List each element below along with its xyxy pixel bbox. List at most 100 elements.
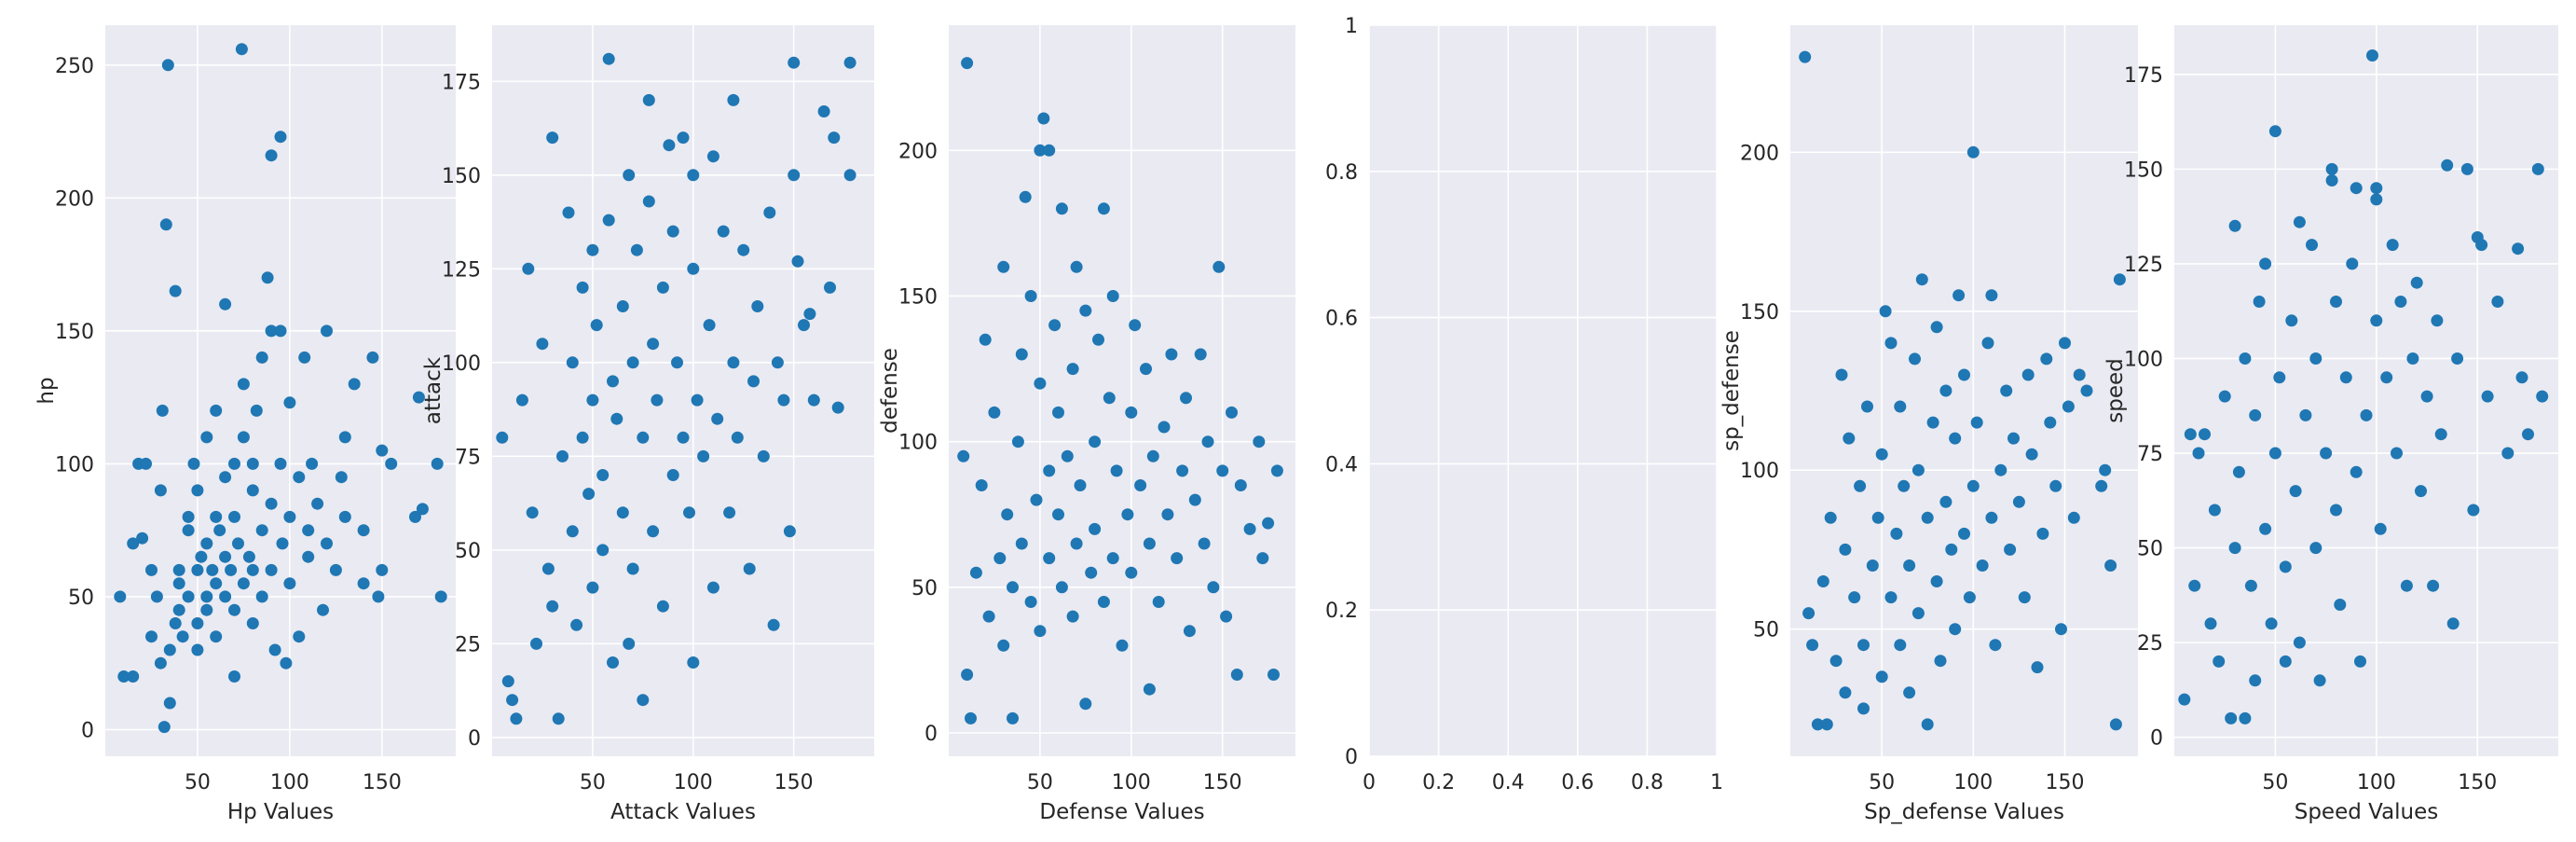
scatter-point (1052, 406, 1064, 419)
scatter-point (1140, 363, 1152, 376)
scatter-point (522, 262, 535, 275)
subplot-3: 50 100 150 0 50 100 150 200 Defense Values defens… (878, 25, 1295, 824)
scatter-point (293, 630, 306, 643)
scatter-point (191, 563, 204, 576)
scatter-point (1985, 511, 1998, 524)
scatter-point (2406, 352, 2419, 365)
scatter-point (1839, 686, 1852, 699)
scatter-point (1871, 511, 1884, 524)
scatter-point (1061, 449, 1074, 462)
scatter-point (338, 510, 351, 523)
scatter-point (1146, 449, 1159, 462)
scatter-point (2018, 591, 2031, 604)
scatter-point (172, 563, 185, 576)
scatter-point (1811, 718, 1824, 731)
scatter-point (2475, 239, 2488, 252)
scatter-point (817, 105, 830, 117)
scatter-point (1911, 463, 1925, 476)
scatter-point (687, 262, 700, 275)
scatter-point (2325, 162, 2338, 175)
scatter-point (2431, 314, 2444, 327)
scatter-point (767, 618, 780, 631)
scatter-point (213, 524, 226, 537)
scatter-point (1861, 400, 1873, 413)
y-tick-label: 50 (2137, 538, 2163, 561)
scatter-point (2410, 276, 2423, 289)
scatter-point (1994, 463, 2007, 476)
scatter-point (2293, 215, 2306, 228)
scatter-point (357, 577, 370, 590)
x-tick-label: 50 (1869, 771, 1895, 794)
scatter-point (798, 319, 810, 332)
scatter-point (1055, 581, 1068, 594)
scatter-point (1911, 607, 1925, 620)
scatter-point (140, 457, 152, 470)
scatter-point (1066, 610, 1079, 623)
scatter-point (530, 637, 542, 650)
subplot-1: 50 100 150 0 50 100 150 200 250 Hp Values hp (34, 25, 456, 824)
y-tick-label: 200 (898, 140, 938, 163)
scatter-point (1220, 610, 1233, 623)
y-tick-label: 150 (55, 321, 94, 344)
scatter-point (191, 484, 204, 497)
y-axis-label: speed (2103, 358, 2128, 422)
scatter-point (1226, 406, 1238, 419)
scatter-point (2031, 661, 2044, 674)
scatter-point (169, 284, 182, 297)
scatter-point (2334, 599, 2347, 611)
scatter-point (2268, 125, 2281, 138)
scatter-point (1043, 464, 1056, 477)
scatter-point (2099, 463, 2112, 476)
scatter-point (1848, 591, 1861, 604)
scatter-point (1129, 319, 1142, 332)
scatter-point (2004, 543, 2017, 556)
x-tick-label: 150 (363, 771, 402, 794)
scatter-point (2400, 579, 2413, 592)
scatter-point (2208, 504, 2221, 517)
scatter-point (416, 503, 429, 516)
scatter-point (637, 694, 650, 707)
scatter-point (743, 562, 756, 575)
x-axis-label: Hp Values (227, 800, 334, 824)
scatter-point (1103, 392, 1116, 405)
scatter-point (1034, 625, 1047, 638)
scatter-point (1213, 260, 1226, 273)
scatter-point (1216, 464, 1229, 477)
scatter-point (706, 150, 719, 163)
scatter-point (210, 510, 223, 523)
x-tick-label: 100 (2357, 771, 2396, 794)
y-tick-label: 75 (2137, 443, 2163, 466)
y-tick-label: 250 (55, 55, 94, 78)
scatter-point (1835, 368, 1848, 381)
scatter-point (1176, 464, 1189, 477)
scatter-point (2067, 511, 2080, 524)
scatter-point (1857, 702, 1870, 715)
scatter-point (302, 524, 315, 537)
scatter-point (2370, 314, 2383, 327)
scatter-point (182, 510, 195, 523)
scatter-point (372, 590, 385, 603)
scatter-point (2228, 219, 2241, 232)
scatter-point (306, 457, 319, 470)
scatter-point (1092, 333, 1104, 346)
scatter-point (979, 333, 992, 346)
scatter-point (2279, 560, 2292, 573)
y-tick-label: 150 (442, 165, 481, 188)
scatter-point (2374, 522, 2387, 535)
scatter-point (824, 281, 836, 294)
scatter-point (2325, 174, 2338, 186)
scatter-point (590, 319, 603, 332)
y-tick-label: 25 (455, 633, 481, 656)
scatter-point (2346, 257, 2359, 270)
scatter-point (616, 300, 629, 312)
scatter-point (961, 669, 974, 681)
scatter-point (2213, 655, 2226, 668)
y-tick-label: 175 (442, 71, 481, 94)
scatter-point (2285, 314, 2298, 327)
x-tick-label: 150 (774, 771, 814, 794)
scatter-point (2080, 384, 2093, 397)
scatter-point (723, 506, 736, 519)
scatter-point (783, 525, 796, 538)
scatter-point (642, 195, 655, 208)
scatter-point (1161, 508, 1174, 521)
